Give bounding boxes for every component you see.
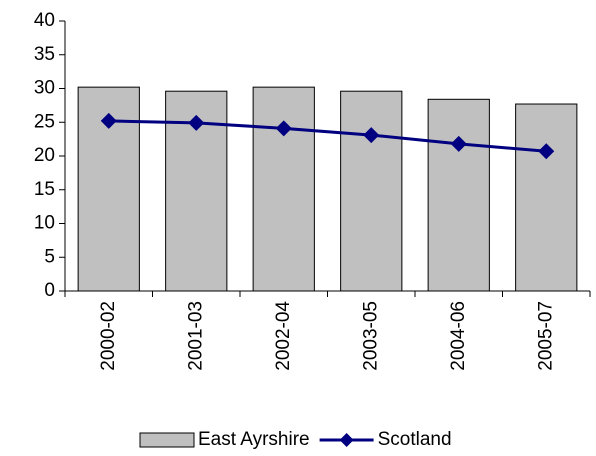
marker	[363, 127, 380, 144]
legend-label: East Ayrshire	[198, 429, 310, 450]
bar	[252, 86, 315, 292]
marker	[450, 135, 467, 152]
y-tick-label: 25	[34, 111, 55, 132]
y-tick-label: 30	[34, 78, 55, 99]
marker	[538, 143, 555, 160]
y-tick-label: 10	[34, 213, 55, 234]
x-tick-label: 2004-06	[448, 301, 469, 371]
y-tick-label: 40	[34, 10, 55, 31]
y-tick-label: 15	[34, 179, 55, 200]
x-tick-label: 2002-04	[273, 301, 294, 371]
bar	[515, 103, 578, 292]
x-tick-label: 2003-05	[360, 301, 381, 371]
y-tick-label: 35	[34, 44, 55, 65]
x-tick-label: 2000-02	[98, 301, 119, 371]
legend-swatch	[139, 432, 195, 448]
x-tick-label: 2001-03	[185, 301, 206, 371]
y-tick-label: 0	[44, 280, 55, 301]
marker	[188, 114, 205, 131]
y-tick-label: 5	[44, 246, 55, 267]
x-tick-label: 2005-07	[535, 301, 556, 371]
line	[108, 119, 547, 153]
bar	[340, 90, 403, 292]
marker	[275, 120, 292, 137]
bar	[427, 98, 490, 292]
y-tick-label: 20	[34, 145, 55, 166]
legend-marker	[339, 433, 354, 447]
marker	[100, 112, 117, 129]
legend-label: Scotland	[378, 429, 452, 450]
